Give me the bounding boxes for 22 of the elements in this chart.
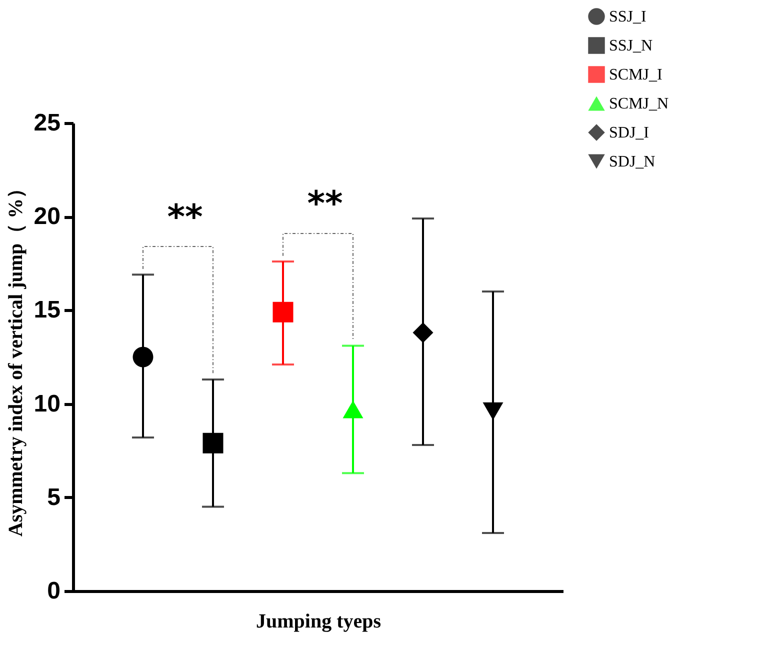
legend-label: SDJ_N: [609, 154, 656, 170]
y-tick-label: 20: [34, 203, 60, 230]
legend-label: SCMJ_I: [609, 66, 662, 84]
legend-label: SCMJ_N: [609, 96, 670, 112]
annotation: **: [307, 184, 343, 224]
legend-label: SSJ_I: [609, 8, 646, 26]
y-tick-label: 25: [34, 110, 60, 136]
annotation: **: [167, 197, 203, 238]
point: [482, 402, 504, 420]
y-tick-label: 15: [34, 296, 60, 324]
y-tick-label: 10: [34, 390, 60, 418]
y-axis-title: Asymmetry index of vertical jump（ %）: [4, 178, 27, 537]
y-tick-label: 0: [47, 578, 60, 604]
point: [272, 302, 294, 322]
point: [412, 322, 434, 343]
legend-label: SSJ_N: [609, 38, 654, 54]
x-axis-title: Jumping tyeps: [256, 610, 382, 632]
legend-label: SDJ_I: [609, 124, 650, 142]
point: [202, 432, 224, 454]
point: [132, 346, 154, 368]
point: [342, 400, 364, 418]
y-tick-label: 5: [47, 484, 60, 511]
